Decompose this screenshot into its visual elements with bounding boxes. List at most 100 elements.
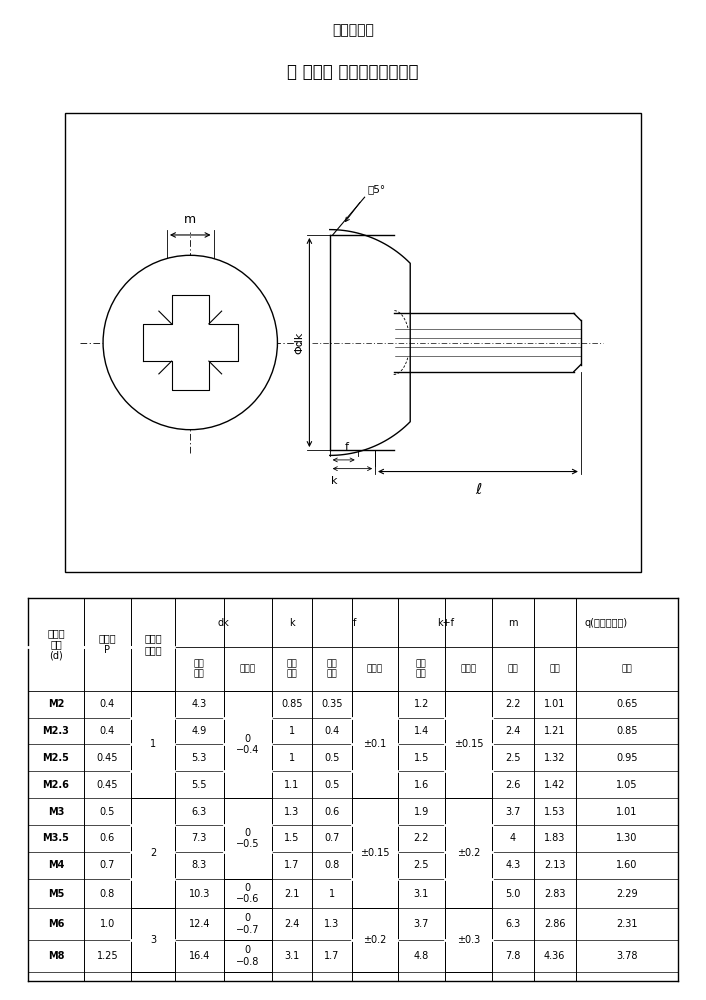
Text: 7.8: 7.8 [505, 951, 520, 961]
Text: 2: 2 [150, 848, 156, 858]
Text: ±0.3: ±0.3 [457, 935, 480, 945]
Text: 基準
寸法: 基準 寸法 [416, 659, 426, 679]
Text: M4: M4 [48, 860, 64, 870]
Text: 1: 1 [329, 889, 335, 899]
Text: 0.95: 0.95 [616, 753, 638, 763]
Text: 1.5: 1.5 [414, 753, 429, 763]
Text: 3.1: 3.1 [414, 889, 429, 899]
Text: dk: dk [217, 618, 229, 628]
Text: 7.3: 7.3 [192, 833, 207, 843]
Text: ±0.2: ±0.2 [457, 848, 480, 858]
Text: 1.21: 1.21 [544, 726, 566, 736]
Text: M2.3: M2.3 [42, 726, 69, 736]
Text: ±0.2: ±0.2 [363, 935, 387, 945]
Text: 【 （＋） バインド小ねじ】: 【 （＋） バインド小ねじ】 [287, 64, 419, 82]
Text: 0.45: 0.45 [97, 780, 118, 790]
Text: 0.65: 0.65 [616, 699, 638, 709]
Text: 基準
寸法: 基準 寸法 [326, 659, 337, 679]
Text: 5.3: 5.3 [192, 753, 207, 763]
Text: M8: M8 [48, 951, 64, 961]
Text: 2.29: 2.29 [616, 889, 638, 899]
Text: 6.3: 6.3 [505, 919, 520, 929]
Text: 8.3: 8.3 [192, 860, 207, 870]
Text: 10.3: 10.3 [189, 889, 210, 899]
Text: 1.01: 1.01 [616, 807, 638, 817]
Text: 2.13: 2.13 [544, 860, 566, 870]
Text: 2.2: 2.2 [414, 833, 429, 843]
Text: 0.5: 0.5 [100, 807, 115, 817]
Text: 1.7: 1.7 [285, 860, 299, 870]
Text: 1.05: 1.05 [616, 780, 638, 790]
Text: 2.5: 2.5 [505, 753, 521, 763]
Text: 3.7: 3.7 [505, 807, 520, 817]
Text: M5: M5 [48, 889, 64, 899]
Text: 16.4: 16.4 [189, 951, 210, 961]
Text: 2.4: 2.4 [505, 726, 520, 736]
Text: 1.4: 1.4 [414, 726, 429, 736]
Circle shape [103, 255, 277, 430]
Text: M2: M2 [48, 699, 64, 709]
Text: 0
−0.7: 0 −0.7 [236, 913, 260, 935]
Text: 0.4: 0.4 [100, 699, 115, 709]
Text: 基準
寸法: 基準 寸法 [287, 659, 297, 679]
Text: k: k [289, 618, 295, 628]
Text: 1.7: 1.7 [324, 951, 340, 961]
Text: 0.8: 0.8 [100, 889, 115, 899]
Text: 1.3: 1.3 [285, 807, 299, 817]
Text: 4.3: 4.3 [505, 860, 520, 870]
Text: 1.32: 1.32 [544, 753, 566, 763]
Text: 1.83: 1.83 [544, 833, 566, 843]
Text: 3.78: 3.78 [616, 951, 638, 961]
Text: 12.4: 12.4 [189, 919, 210, 929]
Text: k: k [331, 476, 337, 486]
Text: ねじの
呼び
(d): ねじの 呼び (d) [47, 628, 65, 661]
Text: 許容差: 許容差 [460, 664, 477, 674]
Text: ±0.1: ±0.1 [364, 739, 386, 749]
Text: 5.5: 5.5 [191, 780, 207, 790]
Text: 0.6: 0.6 [324, 807, 340, 817]
Text: 5.0: 5.0 [505, 889, 520, 899]
Text: 1: 1 [289, 726, 295, 736]
Text: M6: M6 [48, 919, 64, 929]
Text: 0.85: 0.85 [616, 726, 638, 736]
Text: 1.60: 1.60 [616, 860, 638, 870]
Text: ±0.15: ±0.15 [360, 848, 390, 858]
Text: 3.7: 3.7 [414, 919, 429, 929]
Text: 最小: 最小 [622, 664, 633, 674]
Text: 0.5: 0.5 [324, 780, 340, 790]
Text: 6.3: 6.3 [192, 807, 207, 817]
Text: 2.6: 2.6 [505, 780, 520, 790]
Text: M2.6: M2.6 [42, 780, 69, 790]
Text: f: f [345, 442, 349, 452]
Text: M2.5: M2.5 [42, 753, 69, 763]
Text: 図面／規格: 図面／規格 [332, 23, 374, 37]
Text: 0.7: 0.7 [100, 860, 115, 870]
Text: 1.2: 1.2 [414, 699, 429, 709]
Text: 0.45: 0.45 [97, 753, 118, 763]
Text: 1.53: 1.53 [544, 807, 566, 817]
Text: 0.85: 0.85 [281, 699, 303, 709]
Text: 1.5: 1.5 [285, 833, 299, 843]
Text: 1.9: 1.9 [414, 807, 429, 817]
Text: 4: 4 [510, 833, 516, 843]
Text: ℓ: ℓ [475, 482, 481, 497]
Text: 2.83: 2.83 [544, 889, 566, 899]
Text: f: f [353, 618, 357, 628]
Text: ピッチ
P: ピッチ P [99, 634, 116, 655]
Text: 1.25: 1.25 [97, 951, 119, 961]
Text: 基準
寸法: 基準 寸法 [194, 659, 205, 679]
Text: 0.8: 0.8 [324, 860, 340, 870]
Text: 0.4: 0.4 [324, 726, 340, 736]
Text: 許容差: 許容差 [367, 664, 383, 674]
Text: M3.5: M3.5 [42, 833, 69, 843]
Text: ±0.15: ±0.15 [454, 739, 483, 749]
Text: 4.9: 4.9 [192, 726, 207, 736]
Text: 1.3: 1.3 [324, 919, 340, 929]
Text: 4.8: 4.8 [414, 951, 429, 961]
Text: m: m [508, 618, 517, 628]
Text: 1: 1 [150, 739, 156, 749]
Text: 最大: 最大 [549, 664, 560, 674]
Text: 1: 1 [289, 753, 295, 763]
Text: 1.6: 1.6 [414, 780, 429, 790]
Text: 1.0: 1.0 [100, 919, 115, 929]
